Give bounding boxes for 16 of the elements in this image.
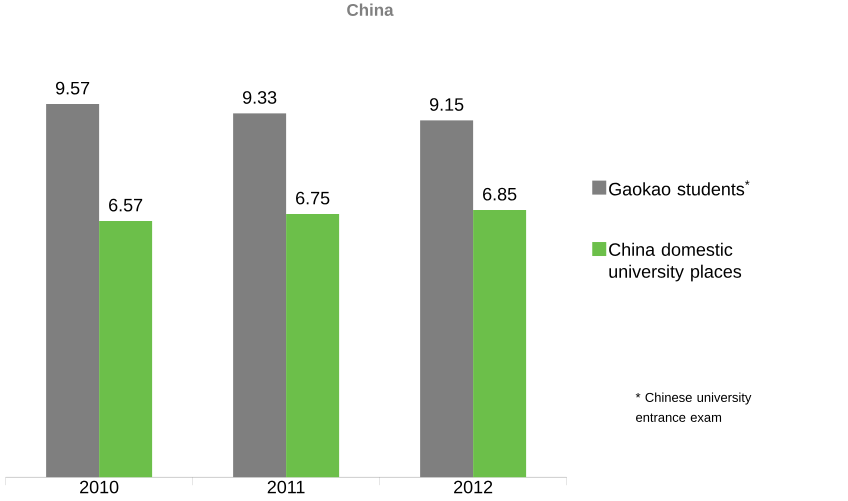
x-tick-label: 2011: [268, 480, 305, 494]
text: * Chinese university entrance exam: [636, 392, 752, 422]
legend-label: China domestic university places: [609, 242, 742, 282]
legend-label: Gaokao students$^{*}$: [609, 180, 750, 196]
data-label: 6.85: [483, 188, 516, 201]
data-label: 6.75: [296, 192, 330, 204]
x-tick-label: 2012: [454, 480, 492, 494]
bar: [286, 214, 340, 478]
bar: [99, 220, 152, 478]
data-label: 6.57: [109, 198, 142, 212]
chart-title: China: [347, 4, 394, 16]
bar: [473, 210, 526, 478]
data-label: 9.33: [243, 91, 276, 104]
data-label: 9.15: [430, 98, 464, 111]
data-label: 9.57: [56, 82, 90, 94]
x-tick-label: 2010: [80, 480, 118, 494]
